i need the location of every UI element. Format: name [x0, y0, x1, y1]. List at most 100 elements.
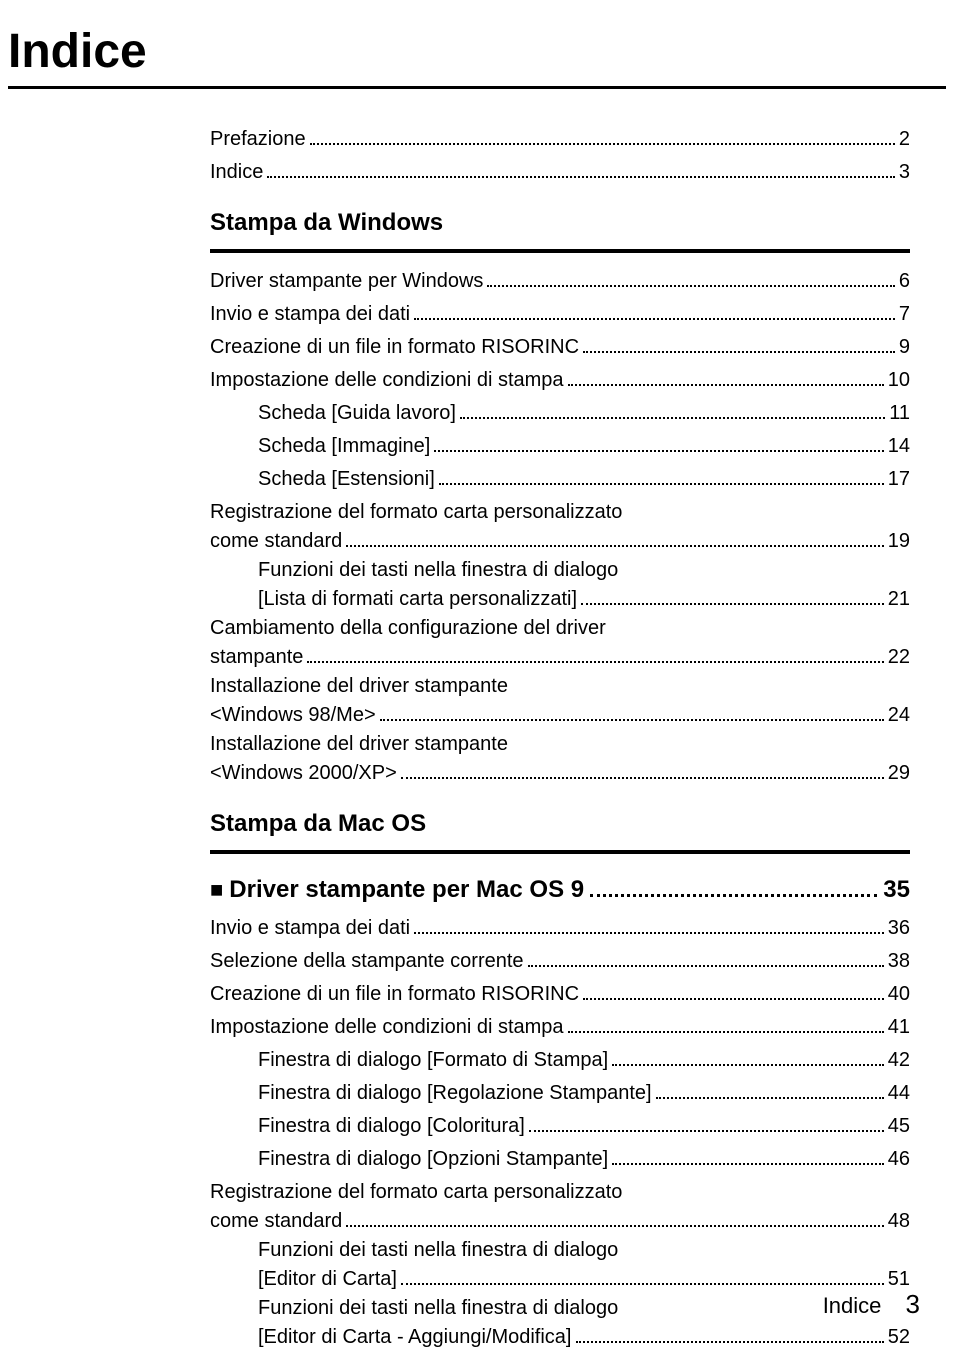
square-bullet-icon: ■ [210, 877, 223, 903]
leader-dots [434, 450, 883, 452]
toc-label: Impostazione delle condizioni di stampa [210, 1013, 564, 1042]
leader-dots [346, 545, 883, 547]
page-title: Indice [8, 24, 147, 79]
table-of-contents: Prefazione 2 Indice 3 Stampa da Windows … [210, 125, 910, 1352]
toc-page: 42 [888, 1046, 910, 1075]
toc-entry: Finestra di dialogo [Coloritura] 45 [210, 1112, 910, 1141]
leader-dots [380, 719, 884, 721]
toc-label: Creazione di un file in formato RISORINC [210, 980, 579, 1009]
leader-dots [401, 777, 884, 779]
leader-dots [310, 143, 895, 145]
toc-page: 9 [899, 333, 910, 362]
toc-label: Selezione della stampante corrente [210, 947, 524, 976]
toc-page: 45 [888, 1112, 910, 1141]
leader-dots [529, 1130, 884, 1132]
toc-page: 17 [888, 465, 910, 494]
leader-dots [581, 603, 884, 605]
toc-entry: Indice 3 [210, 158, 910, 187]
toc-page: 35 [883, 876, 910, 904]
footer-text: Indice [823, 1293, 882, 1318]
toc-entry: Installazione del driver stampante <Wind… [210, 730, 910, 788]
toc-page: 44 [888, 1079, 910, 1108]
toc-page: 36 [888, 914, 910, 943]
toc-label-tail: <Windows 98/Me> [210, 701, 376, 730]
toc-entry: Creazione di un file in formato RISORINC… [210, 980, 910, 1009]
toc-page: 24 [888, 701, 910, 730]
toc-entry: Registrazione del formato carta personal… [210, 498, 910, 556]
toc-entry: Selezione della stampante corrente 38 [210, 947, 910, 976]
toc-label-tail: [Lista di formati carta personalizzati] [258, 585, 577, 614]
toc-entry: Funzioni dei tasti nella finestra di dia… [210, 556, 910, 614]
toc-entry: Finestra di dialogo [Regolazione Stampan… [210, 1079, 910, 1108]
subsection-label: Driver stampante per Mac OS 9 [229, 876, 584, 904]
toc-page: 19 [888, 527, 910, 556]
toc-entry: Finestra di dialogo [Formato di Stampa] … [210, 1046, 910, 1075]
leader-dots [612, 1064, 884, 1066]
subsection-heading: ■ Driver stampante per Mac OS 9 35 [210, 876, 910, 904]
toc-label: Finestra di dialogo [Formato di Stampa] [258, 1046, 608, 1075]
toc-label: Impostazione delle condizioni di stampa [210, 366, 564, 395]
leader-dots [460, 417, 885, 419]
toc-page: 48 [888, 1207, 910, 1236]
leader-dots [583, 998, 884, 1000]
section-heading: Stampa da Windows [210, 209, 910, 237]
toc-label: Installazione del driver stampante [210, 730, 910, 759]
toc-entry: Creazione di un file in formato RISORINC… [210, 333, 910, 362]
toc-page: 40 [888, 980, 910, 1009]
toc-page: 6 [899, 267, 910, 296]
leader-dots [528, 965, 884, 967]
leader-dots [401, 1283, 884, 1285]
toc-entry: Registrazione del formato carta personal… [210, 1178, 910, 1236]
toc-entry: Funzioni dei tasti nella finestra di dia… [210, 1236, 910, 1294]
toc-page: 7 [899, 300, 910, 329]
toc-entry: Scheda [Immagine] 14 [210, 432, 910, 461]
toc-entry: Impostazione delle condizioni di stampa … [210, 366, 910, 395]
leader-dots [267, 176, 895, 178]
toc-entry: Finestra di dialogo [Opzioni Stampante] … [210, 1145, 910, 1174]
leader-dots [439, 483, 884, 485]
toc-label-tail: [Editor di Carta] [258, 1265, 397, 1294]
leader-dots [568, 384, 884, 386]
section-rule [210, 850, 910, 854]
toc-page: 3 [899, 158, 910, 187]
toc-label: Finestra di dialogo [Opzioni Stampante] [258, 1145, 608, 1174]
leader-dots [576, 1341, 884, 1343]
toc-label-tail: [Editor di Carta - Aggiungi/Modifica] [258, 1323, 572, 1352]
toc-label-tail: come standard [210, 527, 342, 556]
toc-label: Installazione del driver stampante [210, 672, 910, 701]
leader-dots [346, 1225, 883, 1227]
toc-page: 11 [889, 399, 910, 428]
toc-label: Finestra di dialogo [Regolazione Stampan… [258, 1079, 652, 1108]
leader-dots [612, 1163, 884, 1165]
toc-page: 14 [888, 432, 910, 461]
footer-page-number: 3 [906, 1289, 920, 1319]
toc-entry: Driver stampante per Windows 6 [210, 267, 910, 296]
title-rule [8, 86, 946, 89]
toc-page: 29 [888, 759, 910, 788]
leader-dots [583, 351, 895, 353]
toc-entry: Invio e stampa dei dati 36 [210, 914, 910, 943]
toc-label: Registrazione del formato carta personal… [210, 498, 910, 527]
toc-label: Creazione di un file in formato RISORINC [210, 333, 579, 362]
toc-label-tail: <Windows 2000/XP> [210, 759, 397, 788]
toc-label-tail: come standard [210, 1207, 342, 1236]
toc-label: Scheda [Immagine] [258, 432, 430, 461]
toc-label: Cambiamento della configurazione del dri… [210, 614, 910, 643]
toc-page: 38 [888, 947, 910, 976]
toc-entry: Impostazione delle condizioni di stampa … [210, 1013, 910, 1042]
toc-label: Invio e stampa dei dati [210, 914, 410, 943]
page-footer: Indice 3 [823, 1289, 920, 1320]
toc-page: 2 [899, 125, 910, 154]
leader-dots [414, 318, 895, 320]
toc-entry: Invio e stampa dei dati 7 [210, 300, 910, 329]
toc-label: Prefazione [210, 125, 306, 154]
toc-label: Funzioni dei tasti nella finestra di dia… [258, 556, 910, 585]
toc-label: Scheda [Estensioni] [258, 465, 435, 494]
toc-label: Driver stampante per Windows [210, 267, 483, 296]
toc-page: 52 [888, 1323, 910, 1352]
toc-page: 22 [888, 643, 910, 672]
section-heading: Stampa da Mac OS [210, 810, 910, 838]
toc-page: 46 [888, 1145, 910, 1174]
toc-label: Finestra di dialogo [Coloritura] [258, 1112, 525, 1141]
toc-label: Invio e stampa dei dati [210, 300, 410, 329]
